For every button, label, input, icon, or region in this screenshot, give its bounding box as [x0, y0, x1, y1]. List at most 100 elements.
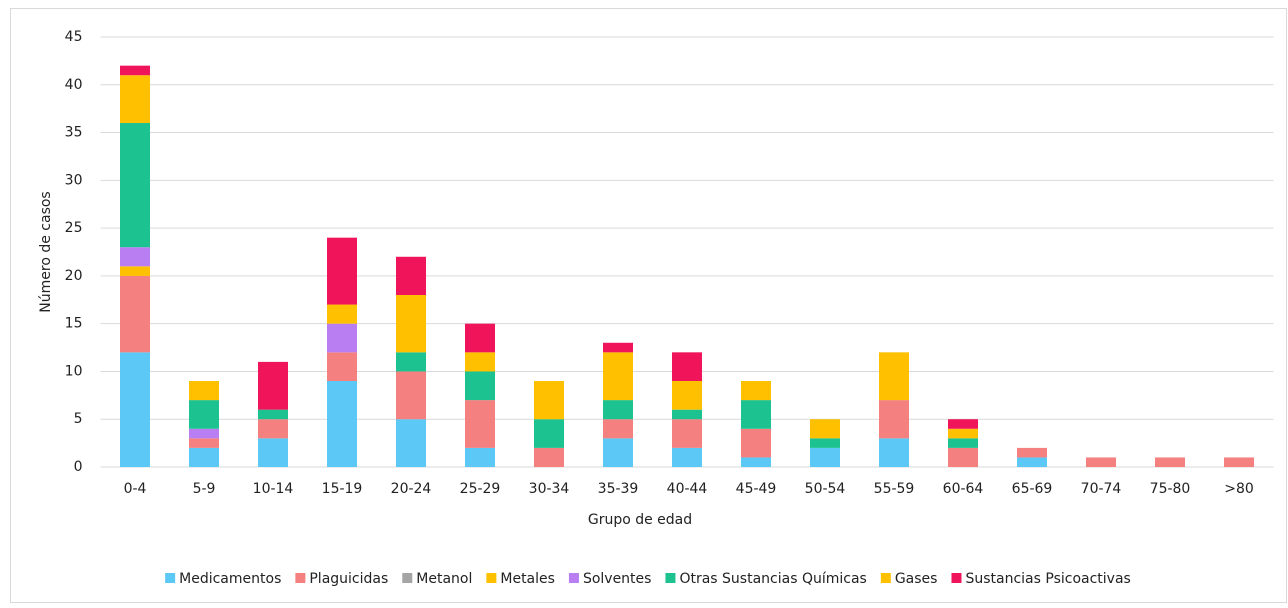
bar-segment	[327, 381, 357, 467]
bar-segment	[396, 371, 426, 420]
bar-segment	[396, 419, 426, 467]
legend-swatch	[402, 573, 413, 583]
legend-label: Sustancias Psicoactivas	[965, 571, 1130, 587]
y-tick-label: 5	[74, 411, 83, 427]
y-tick-label: 0	[74, 459, 83, 475]
bar-segment	[948, 419, 978, 429]
bar-segment	[396, 256, 426, 295]
bar-segment	[258, 361, 288, 410]
bar-segment	[534, 381, 564, 420]
y-tick-label: 45	[65, 29, 83, 45]
bar-segment	[120, 275, 150, 353]
bar-segment	[810, 447, 840, 467]
bar-segment	[120, 123, 150, 248]
bar-segment	[672, 352, 702, 381]
x-axis-title: Grupo de edad	[588, 512, 692, 528]
x-tick-label: 0-4	[124, 481, 147, 497]
legend-swatch	[295, 573, 306, 583]
y-tick-label: 20	[65, 268, 83, 284]
legend-swatch	[165, 573, 176, 583]
bar-segment	[741, 400, 771, 429]
legend-label: Otras Sustancias Químicas	[679, 571, 866, 587]
legend-swatch	[665, 573, 676, 583]
legend-swatch	[486, 573, 497, 583]
y-axis-title: Número de casos	[38, 191, 54, 312]
x-tick-label: 10-14	[253, 481, 294, 497]
bar-segment	[465, 323, 495, 353]
legend-label: Metales	[500, 571, 555, 587]
x-tick-label: 15-19	[322, 481, 363, 497]
legend-label: Metanol	[416, 571, 472, 587]
bar-segment	[120, 352, 150, 467]
bar-segment	[465, 400, 495, 448]
bar-segment	[120, 247, 150, 267]
bar-segment	[672, 409, 702, 420]
x-tick-label: 75-80	[1150, 481, 1191, 497]
x-tick-label: 65-69	[1012, 481, 1053, 497]
legend-label: Plaguicidas	[309, 571, 388, 587]
y-tick-label: 25	[65, 220, 83, 236]
bar-segment	[1017, 447, 1047, 458]
bar-segment	[672, 381, 702, 410]
legend-label: Solventes	[583, 571, 652, 587]
bar-segment	[120, 65, 150, 76]
bar-segment	[1086, 457, 1116, 467]
x-tick-label: 55-59	[874, 481, 915, 497]
bar-segment	[1224, 457, 1254, 467]
y-tick-label: 15	[65, 316, 83, 332]
legend-swatch	[880, 573, 891, 583]
legend-swatch	[951, 573, 962, 583]
x-tick-label: 70-74	[1081, 481, 1122, 497]
x-tick-label: 25-29	[460, 481, 501, 497]
bar-segment	[948, 428, 978, 439]
bar-segment	[534, 419, 564, 448]
y-tick-label: 40	[65, 77, 83, 93]
bar-segment	[1017, 457, 1047, 467]
x-tick-label: >80	[1224, 481, 1254, 497]
bar-segment	[258, 438, 288, 467]
bar-segment	[120, 75, 150, 123]
bar-segment	[189, 428, 219, 439]
bar-segment	[189, 438, 219, 448]
bar-segment	[120, 266, 150, 276]
bar-segment	[810, 419, 840, 439]
bar-segment	[327, 304, 357, 324]
bar-segment	[534, 447, 564, 467]
y-tick-label: 35	[65, 125, 83, 141]
bar-segment	[327, 237, 357, 305]
x-tick-label: 50-54	[805, 481, 846, 497]
bar-segment	[879, 352, 909, 401]
x-tick-label: 30-34	[529, 481, 570, 497]
y-tick-label: 10	[65, 363, 83, 379]
bar-segment	[810, 438, 840, 448]
y-tick-label: 30	[65, 172, 83, 188]
bar-segment	[258, 409, 288, 420]
legend-label: Gases	[895, 571, 938, 587]
bar-segment	[189, 447, 219, 467]
bar-segment	[465, 352, 495, 372]
x-tick-label: 60-64	[943, 481, 984, 497]
bar-segment	[189, 400, 219, 429]
bar-segment	[603, 342, 633, 353]
bar-segment	[603, 419, 633, 439]
bar-segment	[672, 447, 702, 467]
bar-segment	[879, 400, 909, 439]
bar-segment	[879, 438, 909, 467]
chart-border	[10, 8, 1287, 603]
bar-segment	[189, 381, 219, 401]
bar-segment	[258, 419, 288, 439]
bar-segment	[741, 428, 771, 458]
legend-label: Medicamentos	[179, 571, 281, 587]
bar-segment	[465, 371, 495, 401]
bar-segment	[948, 447, 978, 467]
bar-segment	[741, 381, 771, 401]
x-tick-label: 5-9	[193, 481, 216, 497]
bar-segment	[396, 352, 426, 372]
bar-segment	[741, 457, 771, 467]
bar-segment	[672, 419, 702, 448]
bar-segment	[1155, 457, 1185, 467]
bar-segment	[465, 447, 495, 467]
x-tick-label: 20-24	[391, 481, 432, 497]
bar-segment	[603, 438, 633, 467]
